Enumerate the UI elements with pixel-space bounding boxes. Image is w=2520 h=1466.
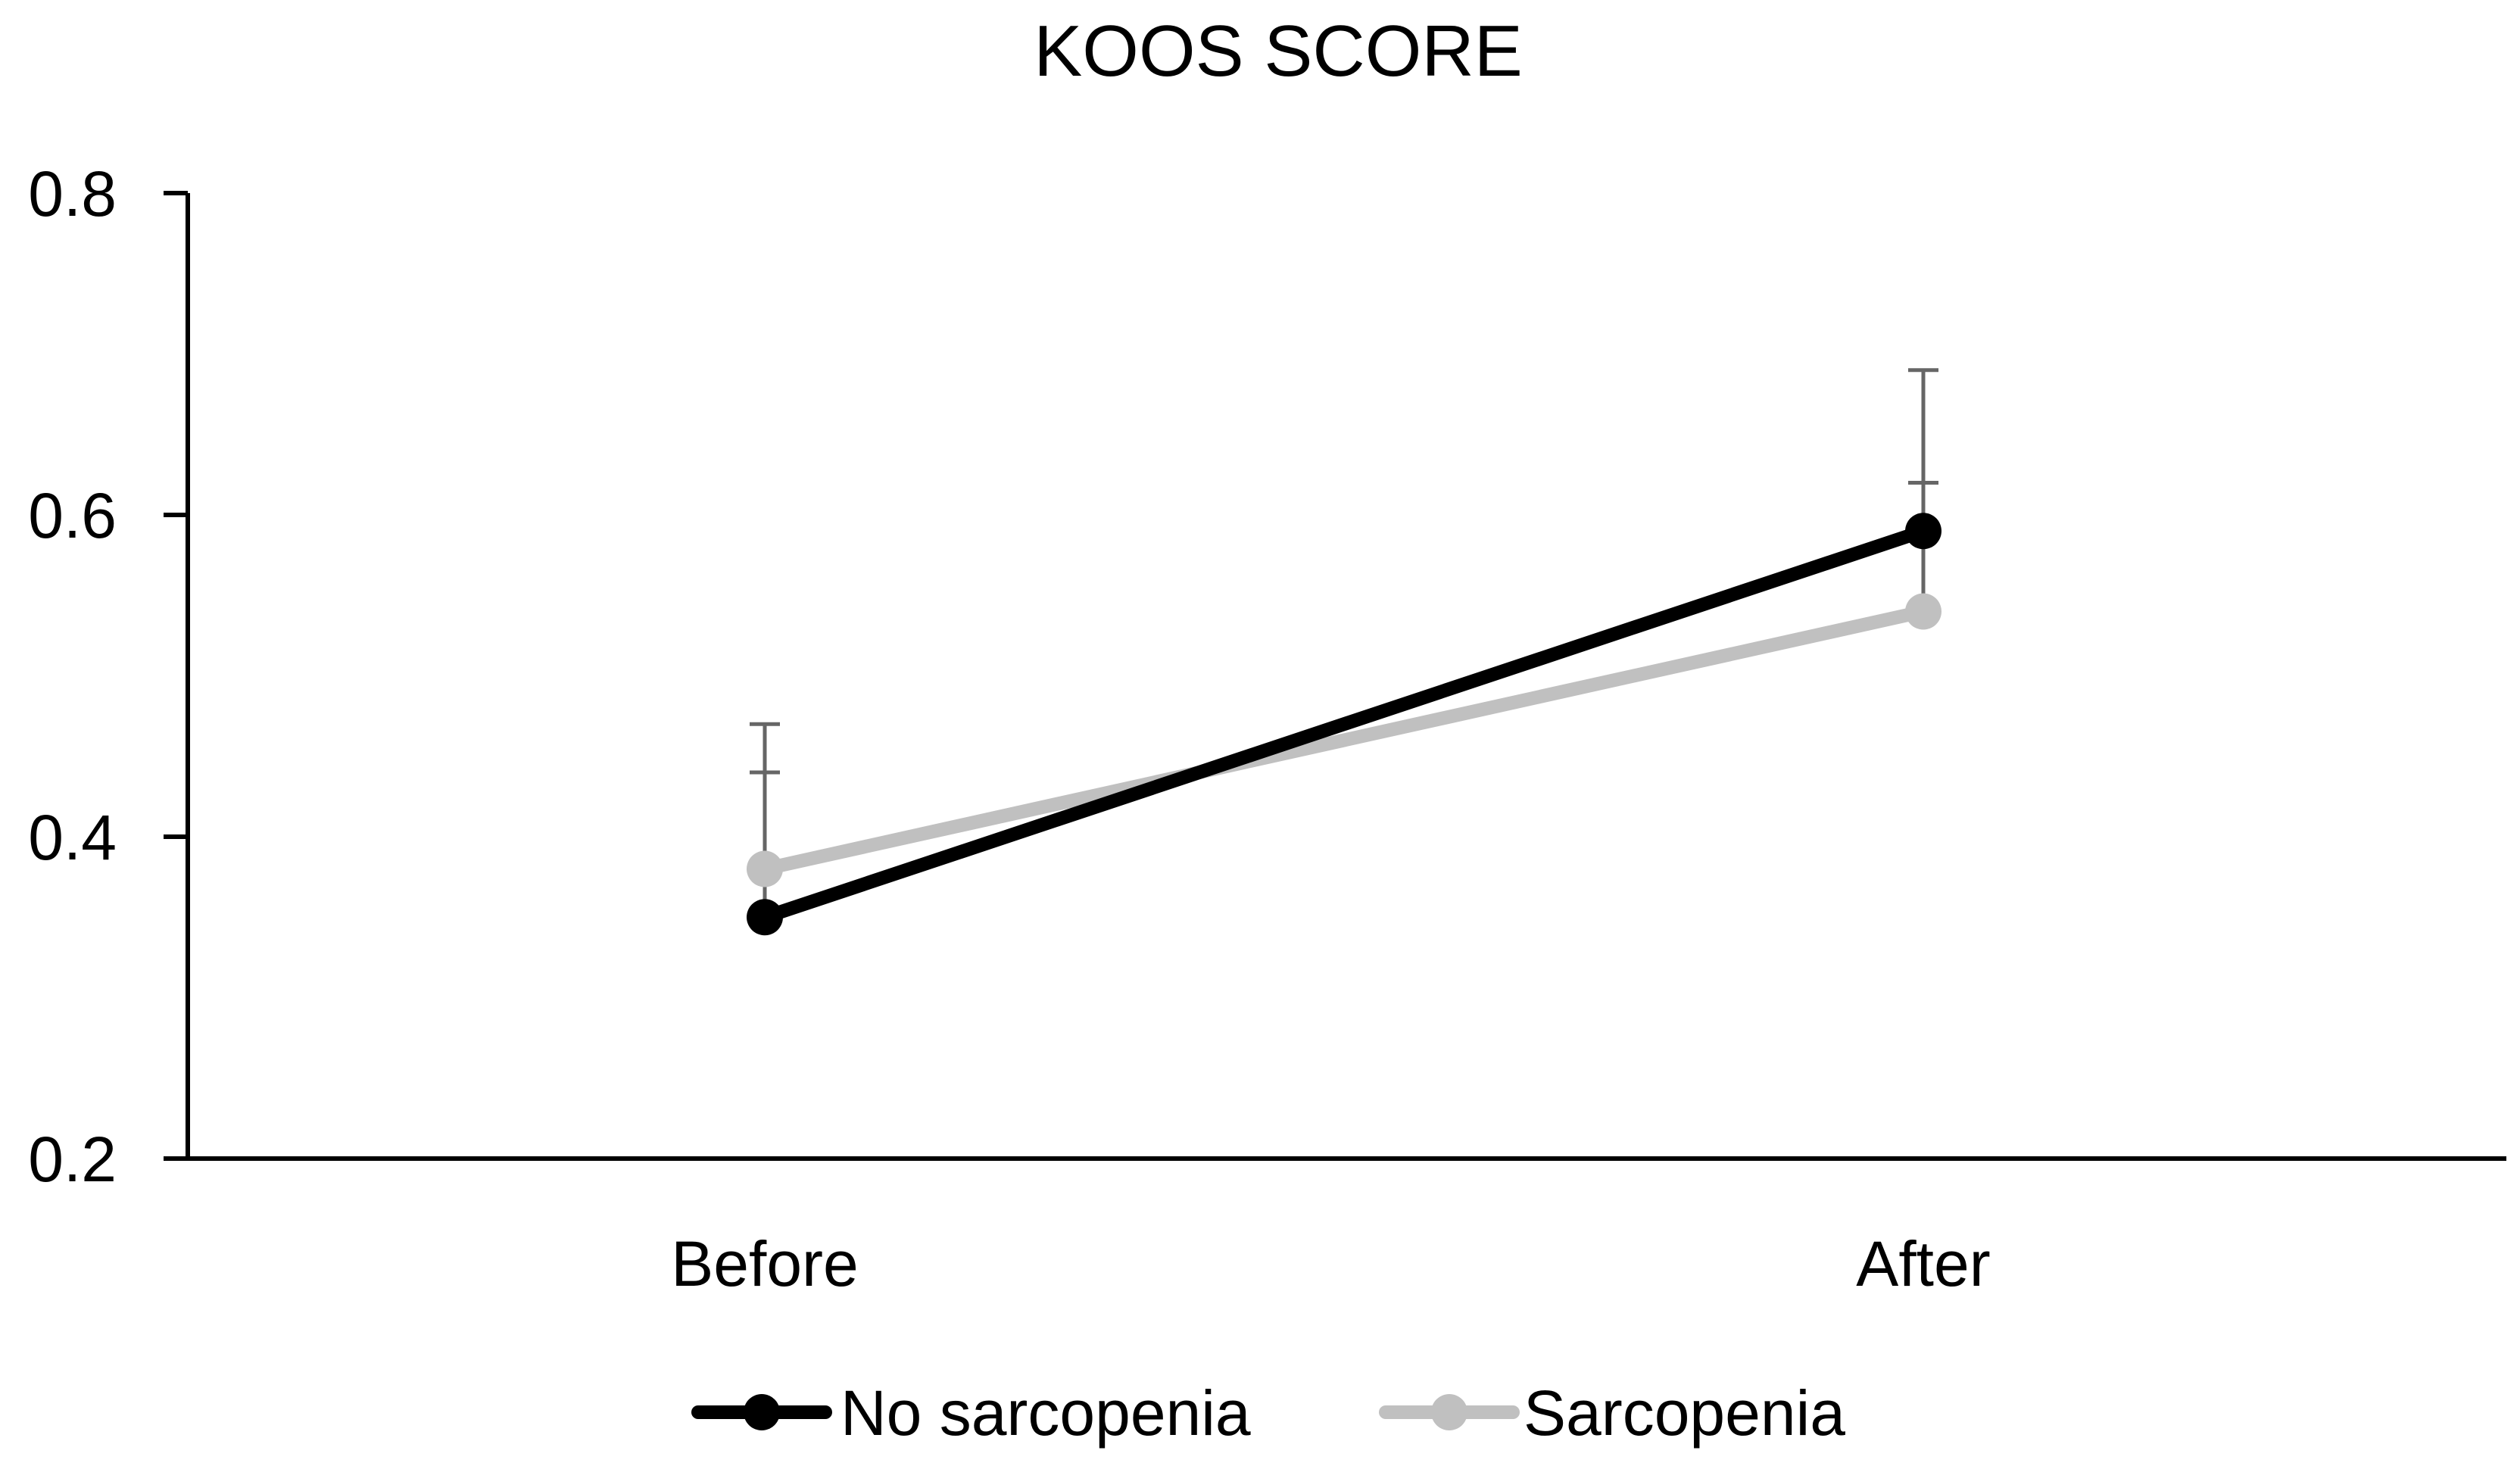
legend-label-sarcopenia: Sarcopenia	[1524, 1377, 1845, 1449]
series-lines	[758, 524, 1930, 925]
y-tick-label: 0.6	[28, 480, 117, 551]
y-axis-ticks: 0.2 0.4 0.6 0.8	[28, 158, 188, 1195]
series-points	[747, 513, 1941, 936]
y-tick-label: 0.2	[28, 1124, 117, 1195]
data-point-sarcopenia	[747, 850, 783, 887]
x-tick-label: After	[1856, 1228, 1990, 1299]
axes	[164, 193, 2506, 1161]
y-tick-label: 0.8	[28, 158, 117, 229]
legend-swatch-marker-no-sarcopenia	[744, 1394, 780, 1430]
legend-swatch-marker-sarcopenia	[1431, 1394, 1467, 1430]
series-line-no-sarcopenia	[758, 524, 1930, 925]
x-axis-ticks: Before After	[671, 1228, 1990, 1299]
data-point-sarcopenia	[1905, 593, 1941, 630]
data-point-no-sarcopenia	[1905, 513, 1941, 550]
data-point-no-sarcopenia	[747, 899, 783, 936]
y-tick-label: 0.4	[28, 802, 117, 873]
chart-title: KOOS SCORE	[1034, 11, 1522, 92]
legend-label-no-sarcopenia: No sarcopenia	[841, 1377, 1251, 1449]
series-line-sarcopenia	[758, 604, 1930, 876]
legend: No sarcopenia Sarcopenia	[691, 1377, 1845, 1449]
x-tick-label: Before	[671, 1228, 859, 1299]
